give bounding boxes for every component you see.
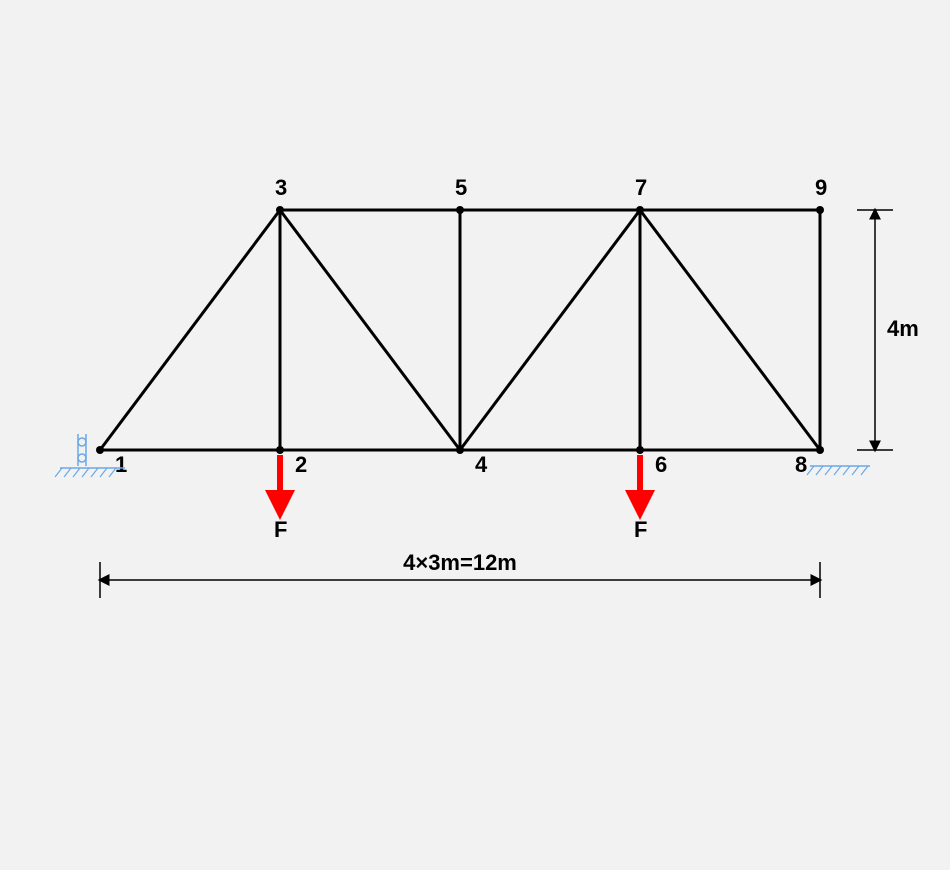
dimension-label-vertical: 4m <box>887 316 919 341</box>
truss-node <box>276 446 284 454</box>
node-label: 6 <box>655 452 667 477</box>
node-label: 7 <box>635 175 647 200</box>
node-label: 9 <box>815 175 827 200</box>
truss-node <box>96 446 104 454</box>
node-label: 8 <box>795 452 807 477</box>
truss-node <box>276 206 284 214</box>
truss-diagram: 1 2 3 4 5 6 7 8 9 F F 4×3m=12m 4m <box>0 0 950 870</box>
node-label: 5 <box>455 175 467 200</box>
truss-node <box>636 446 644 454</box>
truss-node <box>636 206 644 214</box>
truss-node <box>456 206 464 214</box>
node-label: 1 <box>115 452 127 477</box>
dimension-label-horizontal: 4×3m=12m <box>403 550 517 575</box>
force-label: F <box>634 517 647 542</box>
force-label: F <box>274 517 287 542</box>
truss-node <box>456 446 464 454</box>
truss-node <box>816 206 824 214</box>
node-label: 4 <box>475 452 488 477</box>
truss-node <box>816 446 824 454</box>
node-label: 3 <box>275 175 287 200</box>
node-label: 2 <box>295 452 307 477</box>
